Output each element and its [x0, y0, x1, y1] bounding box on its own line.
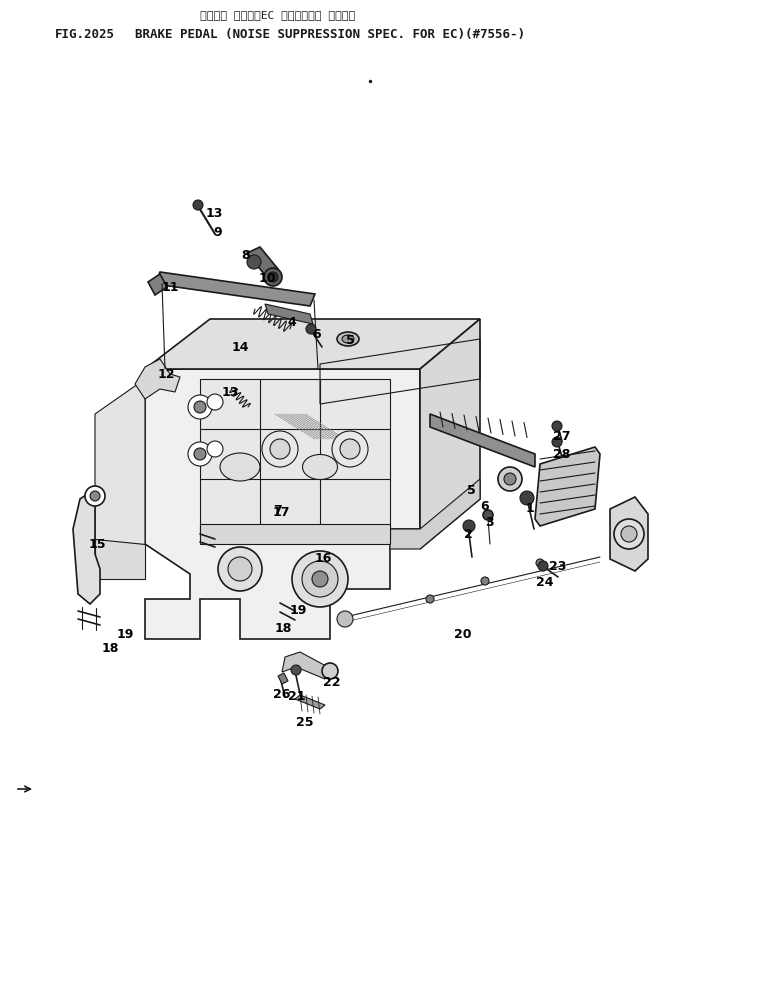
Polygon shape [420, 320, 480, 549]
Circle shape [426, 595, 434, 603]
Text: 17: 17 [272, 506, 289, 519]
Circle shape [337, 611, 353, 627]
Text: 2: 2 [464, 528, 472, 541]
Text: 5: 5 [467, 483, 475, 496]
Circle shape [194, 449, 206, 461]
Polygon shape [200, 524, 390, 544]
Polygon shape [295, 695, 325, 709]
Text: 16: 16 [314, 551, 331, 564]
Ellipse shape [337, 333, 359, 347]
Polygon shape [247, 247, 278, 276]
Ellipse shape [303, 455, 338, 480]
Polygon shape [535, 448, 600, 526]
Circle shape [621, 526, 637, 542]
Text: 7: 7 [274, 503, 282, 516]
Text: 18: 18 [101, 641, 119, 654]
Polygon shape [95, 539, 145, 579]
Text: 20: 20 [454, 627, 471, 640]
Circle shape [228, 557, 252, 581]
Text: 24: 24 [536, 575, 554, 588]
Text: 26: 26 [273, 686, 291, 699]
Text: 18: 18 [275, 621, 292, 634]
Polygon shape [73, 490, 100, 604]
Circle shape [498, 468, 522, 492]
Text: 11: 11 [161, 281, 179, 294]
Circle shape [538, 561, 548, 571]
Circle shape [614, 519, 644, 549]
Ellipse shape [220, 454, 260, 482]
Circle shape [302, 561, 338, 597]
Circle shape [247, 256, 261, 270]
Text: 12: 12 [157, 367, 175, 380]
Circle shape [312, 571, 328, 587]
Text: 21: 21 [289, 689, 306, 702]
Circle shape [188, 396, 212, 420]
Text: 5: 5 [345, 334, 354, 346]
Circle shape [483, 510, 493, 520]
Polygon shape [610, 498, 648, 571]
Circle shape [188, 443, 212, 467]
Polygon shape [430, 415, 535, 468]
Text: 3: 3 [485, 515, 494, 528]
Text: 19: 19 [289, 603, 307, 616]
Circle shape [552, 422, 562, 432]
Circle shape [218, 547, 262, 591]
Text: 9: 9 [214, 225, 223, 238]
Circle shape [291, 665, 301, 675]
Polygon shape [145, 370, 420, 639]
Circle shape [268, 273, 278, 283]
Polygon shape [265, 305, 313, 325]
Circle shape [262, 432, 298, 468]
Text: ブレーキ ペダル（EC のテインオン ショウ）: ブレーキ ペダル（EC のテインオン ショウ） [200, 10, 356, 20]
Circle shape [340, 440, 360, 460]
Circle shape [90, 492, 100, 501]
Text: 27: 27 [553, 429, 571, 442]
Circle shape [463, 520, 475, 532]
Text: 28: 28 [553, 447, 571, 460]
Polygon shape [145, 320, 480, 370]
Text: 19: 19 [117, 627, 134, 640]
Polygon shape [155, 273, 315, 307]
Circle shape [194, 402, 206, 414]
Text: 22: 22 [323, 675, 341, 688]
Polygon shape [148, 275, 167, 296]
Circle shape [270, 440, 290, 460]
Text: 13: 13 [205, 206, 223, 219]
Polygon shape [390, 480, 480, 549]
Circle shape [552, 438, 562, 448]
Text: 13: 13 [221, 386, 239, 399]
Circle shape [536, 559, 544, 567]
Text: 15: 15 [88, 538, 106, 551]
Circle shape [85, 487, 105, 506]
Text: 4: 4 [288, 316, 296, 329]
Polygon shape [282, 652, 328, 679]
Circle shape [292, 551, 348, 607]
Text: 10: 10 [258, 272, 275, 285]
Circle shape [193, 200, 203, 210]
Text: BRAKE PEDAL (NOISE SUPPRESSION SPEC. FOR EC)(#7556-): BRAKE PEDAL (NOISE SUPPRESSION SPEC. FOR… [135, 28, 525, 41]
Polygon shape [135, 360, 180, 400]
Text: 1: 1 [526, 501, 534, 514]
Polygon shape [95, 380, 145, 549]
Text: 14: 14 [231, 340, 249, 353]
Circle shape [306, 325, 316, 335]
Text: 6: 6 [313, 328, 321, 340]
Text: 8: 8 [242, 248, 251, 262]
Circle shape [264, 269, 282, 287]
Circle shape [481, 577, 489, 585]
Text: 6: 6 [481, 499, 489, 512]
Circle shape [504, 474, 516, 486]
Text: 23: 23 [549, 559, 566, 572]
Polygon shape [278, 673, 288, 684]
Circle shape [207, 395, 223, 411]
Text: FIG.2025: FIG.2025 [55, 28, 115, 41]
Circle shape [520, 492, 534, 505]
Polygon shape [200, 380, 390, 539]
Circle shape [207, 442, 223, 458]
Circle shape [322, 663, 338, 679]
Ellipse shape [342, 336, 354, 344]
Text: 25: 25 [296, 714, 314, 727]
Circle shape [332, 432, 368, 468]
